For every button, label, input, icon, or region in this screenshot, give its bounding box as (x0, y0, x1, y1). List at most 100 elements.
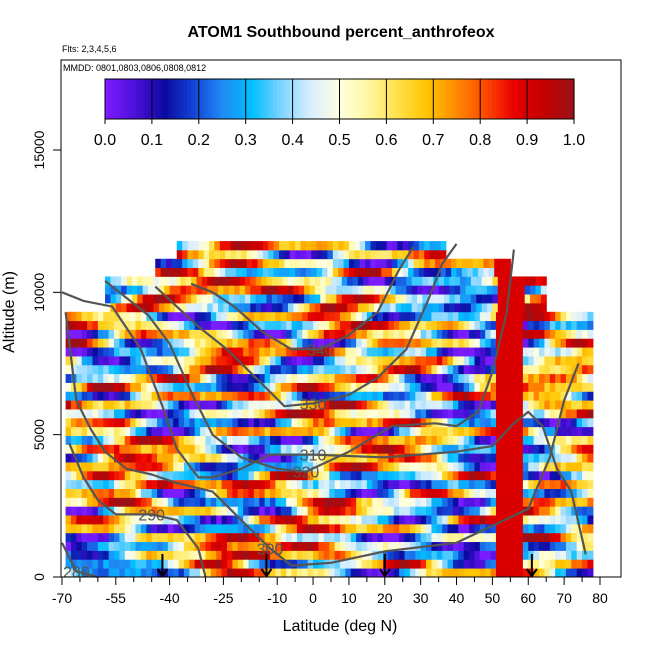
heatmap-cell (469, 462, 476, 472)
heatmap-cell (232, 417, 239, 428)
heatmap-cell (443, 294, 450, 304)
heatmap-cell (325, 285, 332, 295)
heatmap-cell (157, 426, 164, 436)
heatmap-cell (126, 276, 133, 286)
heatmap-cell (524, 302, 531, 313)
heatmap-cell (582, 356, 589, 366)
heatmap-cell (451, 267, 458, 277)
heatmap-cell (339, 488, 346, 498)
heatmap-cell (302, 311, 309, 322)
heatmap-cell (565, 559, 572, 569)
heatmap-cell (189, 479, 196, 489)
heatmap-cell (205, 426, 212, 436)
heatmap-cell (157, 391, 164, 401)
heatmap-cell (350, 532, 357, 543)
heatmap-cell (295, 241, 302, 251)
colorbar-segment (198, 79, 204, 119)
heatmap-cell (345, 497, 352, 507)
heatmap-cell (205, 515, 212, 525)
heatmap-cell (92, 559, 99, 569)
heatmap-cell (198, 267, 205, 277)
heatmap-cell (183, 559, 190, 569)
heatmap-cell (469, 479, 476, 489)
heatmap-cell (119, 444, 126, 454)
heatmap-cell (587, 568, 594, 578)
heatmap-cell (180, 285, 187, 295)
heatmap-cell (415, 515, 422, 525)
heatmap-cell (173, 382, 180, 392)
heatmap-cell (226, 382, 233, 392)
heatmap-cell (426, 532, 433, 543)
colorbar-segment (452, 79, 458, 119)
heatmap-cell (485, 417, 492, 428)
heatmap-cell (366, 426, 373, 436)
heatmap-cell (533, 364, 540, 375)
heatmap-cell (404, 382, 411, 392)
heatmap-cell (431, 559, 438, 569)
heatmap-cell (517, 497, 524, 507)
heatmap-cell (539, 523, 546, 534)
heatmap-cell (223, 302, 230, 313)
heatmap-cell (329, 320, 336, 330)
heatmap-cell (230, 267, 237, 277)
heatmap-cell (495, 382, 502, 392)
heatmap-cell (313, 320, 320, 330)
heatmap-cell (248, 479, 255, 489)
heatmap-cell (393, 329, 400, 339)
heatmap-cell (239, 276, 246, 286)
heatmap-cell (458, 311, 465, 322)
heatmap-cell (157, 329, 164, 339)
heatmap-cell (338, 258, 345, 269)
heatmap-cell (259, 364, 266, 375)
heatmap-cell (530, 276, 537, 286)
heatmap-cell (262, 241, 269, 251)
colorbar-segment (218, 79, 223, 119)
heatmap-cell (232, 347, 239, 357)
heatmap-cell (97, 532, 104, 543)
heatmap-cell (114, 409, 120, 419)
heatmap-cell (280, 470, 287, 481)
heatmap-cell (490, 347, 497, 357)
heatmap-cell (286, 488, 293, 498)
heatmap-cell (162, 462, 169, 472)
heatmap-cell (140, 435, 147, 445)
y-tick-label: 15000 (31, 130, 47, 169)
heatmap-cell (517, 541, 524, 551)
heatmap-cell (329, 391, 336, 401)
heatmap-cell (356, 338, 363, 348)
contour-label: 320 (293, 465, 320, 482)
heatmap-cell (339, 382, 346, 392)
colorbar-tick-label: 0.3 (235, 132, 257, 149)
heatmap-cell (377, 541, 384, 551)
colorbar-segment (480, 79, 485, 119)
heatmap-cell (549, 391, 556, 401)
heatmap-cell (302, 453, 309, 463)
heatmap-cell (372, 559, 379, 569)
heatmap-cell (458, 435, 465, 445)
heatmap-cell (65, 488, 72, 498)
heatmap-cell (264, 488, 271, 498)
heatmap-cell (587, 523, 594, 534)
heatmap-cell (302, 435, 309, 445)
heatmap-cell (275, 391, 282, 401)
heatmap-cell (539, 462, 546, 472)
heatmap-cell (221, 550, 228, 560)
heatmap-cell (560, 426, 567, 436)
heatmap-cell (237, 364, 244, 375)
heatmap-cell (140, 409, 147, 419)
heatmap-cell (266, 294, 273, 304)
heatmap-cell (490, 400, 497, 410)
heatmap-cell (108, 329, 115, 339)
heatmap-cell (458, 506, 465, 516)
colorbar-segment (398, 79, 403, 119)
colorbar-segment (210, 79, 216, 119)
colorbar-segment (206, 79, 212, 119)
heatmap-cell (479, 568, 486, 578)
heatmap-cell (506, 462, 513, 472)
heatmap-cell (221, 444, 228, 454)
heatmap-cell (210, 470, 217, 481)
heatmap-cell (576, 400, 583, 410)
heatmap-cell (479, 338, 486, 348)
heatmap-cell (334, 400, 341, 410)
heatmap-cell (76, 311, 83, 322)
